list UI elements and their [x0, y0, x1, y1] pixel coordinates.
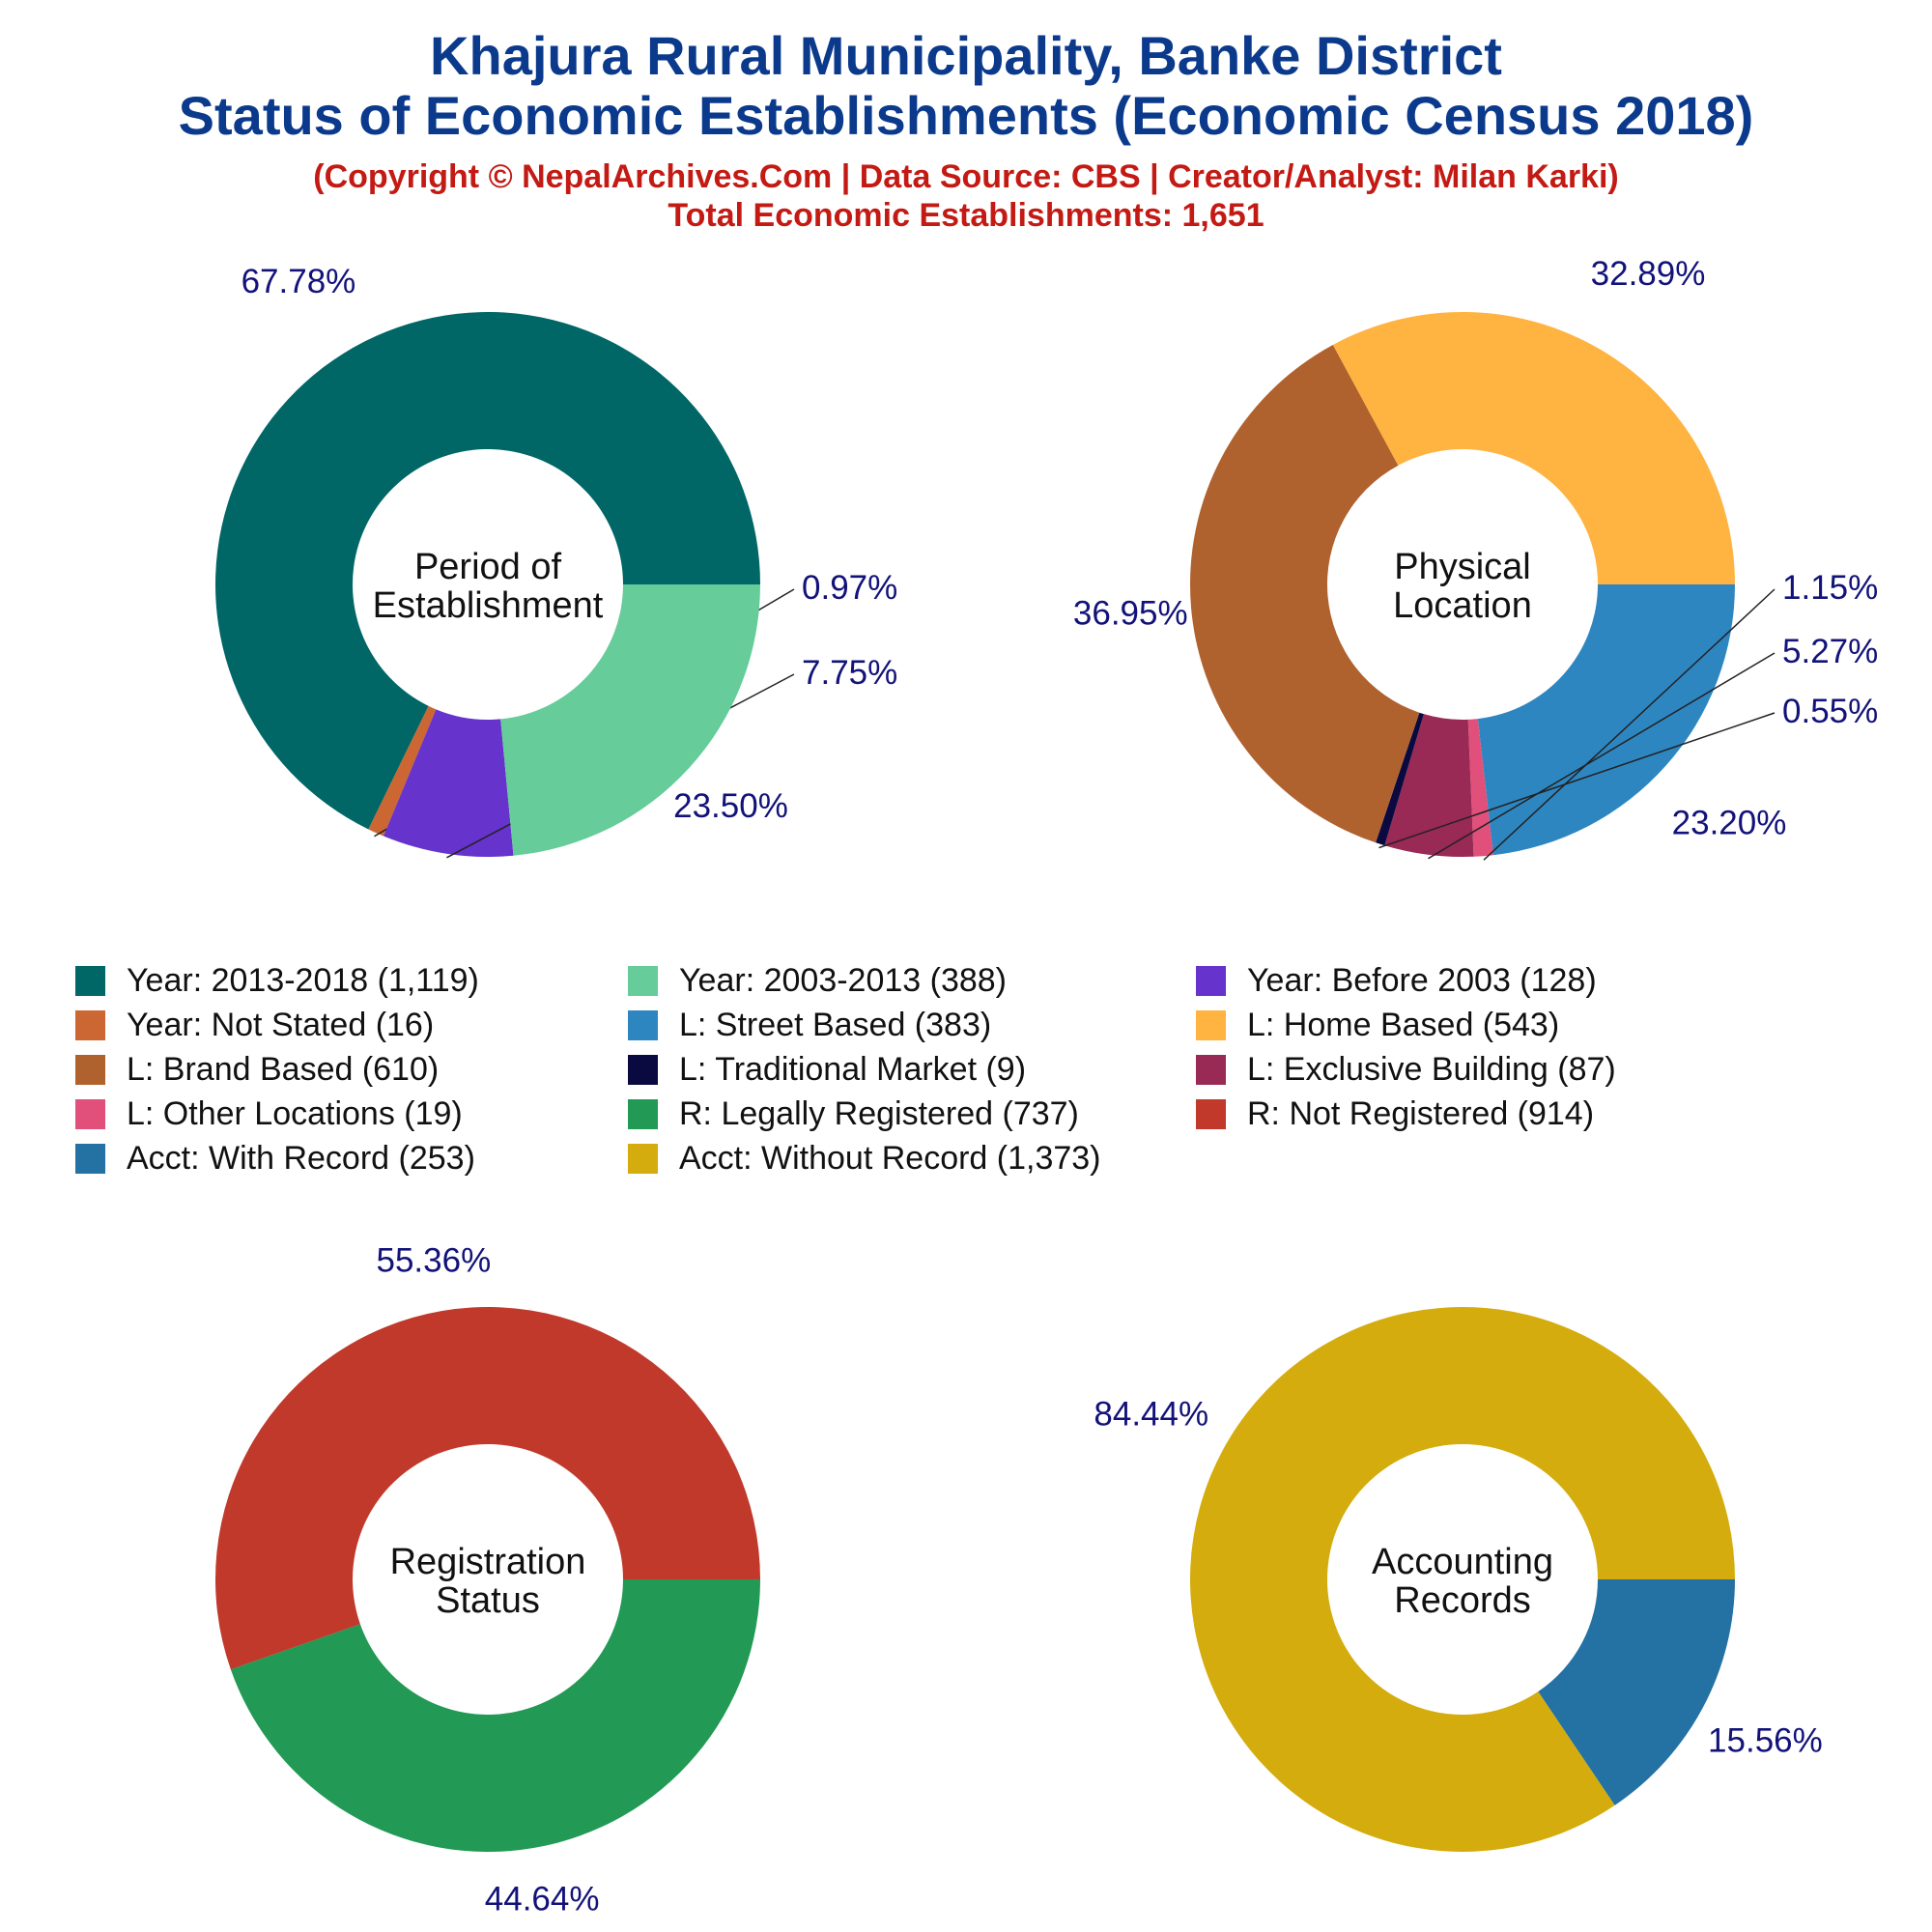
- percent-label-l-home-based: 32.89%: [1591, 255, 1706, 293]
- legend-label: Acct: With Record (253): [127, 1139, 475, 1177]
- legend-label: R: Not Registered (914): [1247, 1094, 1595, 1132]
- slice-r-legally-registered: [230, 1579, 761, 1853]
- legend-item-l-home-based: L: Home Based (543): [1196, 1006, 1559, 1044]
- legend-item-l-traditional-market: L: Traditional Market (9): [628, 1050, 1026, 1089]
- legend-swatch: [628, 1098, 658, 1129]
- center-label-line-1: Physical: [1394, 547, 1531, 587]
- legend-swatch: [75, 1009, 105, 1040]
- legend-label: R: Legally Registered (737): [679, 1094, 1079, 1132]
- percent-label-year-2003-2013: 23.50%: [673, 787, 788, 825]
- percent-label-year-not-stated: 0.97%: [802, 569, 897, 607]
- percent-label-l-other-locations: 1.15%: [1782, 569, 1878, 607]
- legend-swatch: [75, 965, 105, 996]
- legend-label: L: Exclusive Building (87): [1247, 1050, 1616, 1088]
- legend-swatch: [628, 965, 658, 996]
- chart-title-line1: Khajura Rural Municipality, Banke Distri…: [430, 25, 1502, 86]
- legend-label: L: Other Locations (19): [127, 1094, 463, 1132]
- center-label-line-2: Records: [1394, 1580, 1531, 1621]
- legend-item-l-brand-based: L: Brand Based (610): [75, 1050, 439, 1089]
- chart-title-line2: Status of Economic Establishments (Econo…: [178, 85, 1754, 146]
- center-label-line-2: Location: [1393, 585, 1532, 626]
- legend-swatch: [75, 1054, 105, 1085]
- leader-line-l-traditional-market: [1378, 712, 1776, 849]
- legend-item-l-other-locations: L: Other Locations (19): [75, 1094, 463, 1133]
- legend-swatch: [628, 1054, 658, 1085]
- percent-label-acct-without-record: 84.44%: [1094, 1396, 1208, 1434]
- donut-chart-1: 67.78% 0.97% 7.75% 23.50% Period ofEstablish…: [215, 263, 897, 859]
- percent-label-r-legally-registered: 44.64%: [485, 1880, 600, 1918]
- slice-l-home-based: [1332, 311, 1735, 584]
- legend-swatch: [628, 1009, 658, 1040]
- legend-label: L: Brand Based (610): [127, 1050, 440, 1088]
- chart-subtitle-copyright: (Copyright © NepalArchives.Com | Data So…: [313, 158, 1619, 195]
- slice-year-2003-2013: [500, 584, 760, 856]
- percent-label-l-brand-based: 36.95%: [1073, 595, 1188, 633]
- legend-swatch: [628, 1143, 658, 1174]
- legend-label: L: Home Based (543): [1247, 1006, 1560, 1043]
- slice-acct-without-record: [1190, 1306, 1735, 1852]
- center-label-line-2: Establishment: [373, 585, 604, 626]
- percent-label-l-street-based: 23.20%: [1672, 804, 1787, 841]
- legend-item-r-not-registered: R: Not Registered (914): [1196, 1094, 1594, 1133]
- percent-label-year-before-2003: 7.75%: [802, 654, 897, 692]
- chart-subtitle-total: Total Economic Establishments: 1,651: [668, 197, 1264, 234]
- slice-year-2013-2018: [215, 311, 760, 830]
- slice-year-not-stated: [368, 705, 437, 837]
- slice-l-other-locations: [1467, 719, 1493, 857]
- legend-swatch: [1196, 1098, 1226, 1129]
- legend-label: Acct: Without Record (1,373): [679, 1139, 1101, 1177]
- center-label-line-1: Accounting: [1372, 1542, 1553, 1582]
- legend-swatch: [75, 1143, 105, 1174]
- percent-label-r-not-registered: 55.36%: [376, 1242, 491, 1280]
- slice-year-before-2003: [384, 709, 514, 858]
- percent-label-l-traditional-market: 0.55%: [1782, 693, 1878, 730]
- legend-label: Year: 2013-2018 (1,119): [127, 961, 479, 999]
- legend-item-r-legally-registered: R: Legally Registered (737): [628, 1094, 1079, 1133]
- legend-label: Year: Before 2003 (128): [1247, 961, 1597, 999]
- legend-item-l-exclusive-building: L: Exclusive Building (87): [1196, 1050, 1616, 1089]
- legend-item-year-2003-2013: Year: 2003-2013 (388): [628, 961, 1007, 1000]
- leader-line-l-exclusive-building: [1428, 652, 1776, 860]
- percent-label-acct-with-record: 15.56%: [1708, 1722, 1823, 1760]
- slice-l-traditional-market: [1376, 712, 1424, 846]
- slice-acct-with-record: [1538, 1579, 1735, 1805]
- percent-label-year-2013-2018: 67.78%: [242, 263, 356, 300]
- center-label-line-2: Status: [436, 1580, 540, 1621]
- center-label-line-1: Registration: [390, 1542, 586, 1582]
- slice-l-street-based: [1477, 584, 1735, 856]
- slice-l-exclusive-building: [1384, 714, 1474, 857]
- legend-item-acct-with-record: Acct: With Record (253): [75, 1139, 475, 1178]
- legend-item-year-before-2003: Year: Before 2003 (128): [1196, 961, 1597, 1000]
- slice-l-brand-based: [1189, 344, 1420, 843]
- donut-chart-2: 23.20% 1.15% 5.27% 0.55% 36.95% 32.89% Physica…: [1073, 255, 1878, 861]
- legend-label: Year: 2003-2013 (388): [679, 961, 1008, 999]
- leader-line-l-other-locations: [1483, 588, 1776, 861]
- legend-item-acct-without-record: Acct: Without Record (1,373): [628, 1139, 1101, 1178]
- legend-swatch: [1196, 965, 1226, 996]
- center-label-line-1: Period of: [414, 547, 562, 587]
- legend-swatch: [1196, 1009, 1226, 1040]
- legend-label: Year: Not Stated (16): [127, 1006, 435, 1043]
- legend-swatch: [75, 1098, 105, 1129]
- legend-label: L: Traditional Market (9): [679, 1050, 1027, 1088]
- slice-r-not-registered: [214, 1307, 760, 1670]
- legend-label: L: Street Based (383): [679, 1006, 992, 1043]
- legend-item-year-2013-2018: Year: 2013-2018 (1,119): [75, 961, 479, 1000]
- legend-item-l-street-based: L: Street Based (383): [628, 1006, 991, 1044]
- legend-swatch: [1196, 1054, 1226, 1085]
- legend-item-year-not-stated: Year: Not Stated (16): [75, 1006, 434, 1044]
- percent-label-l-exclusive-building: 5.27%: [1782, 633, 1878, 670]
